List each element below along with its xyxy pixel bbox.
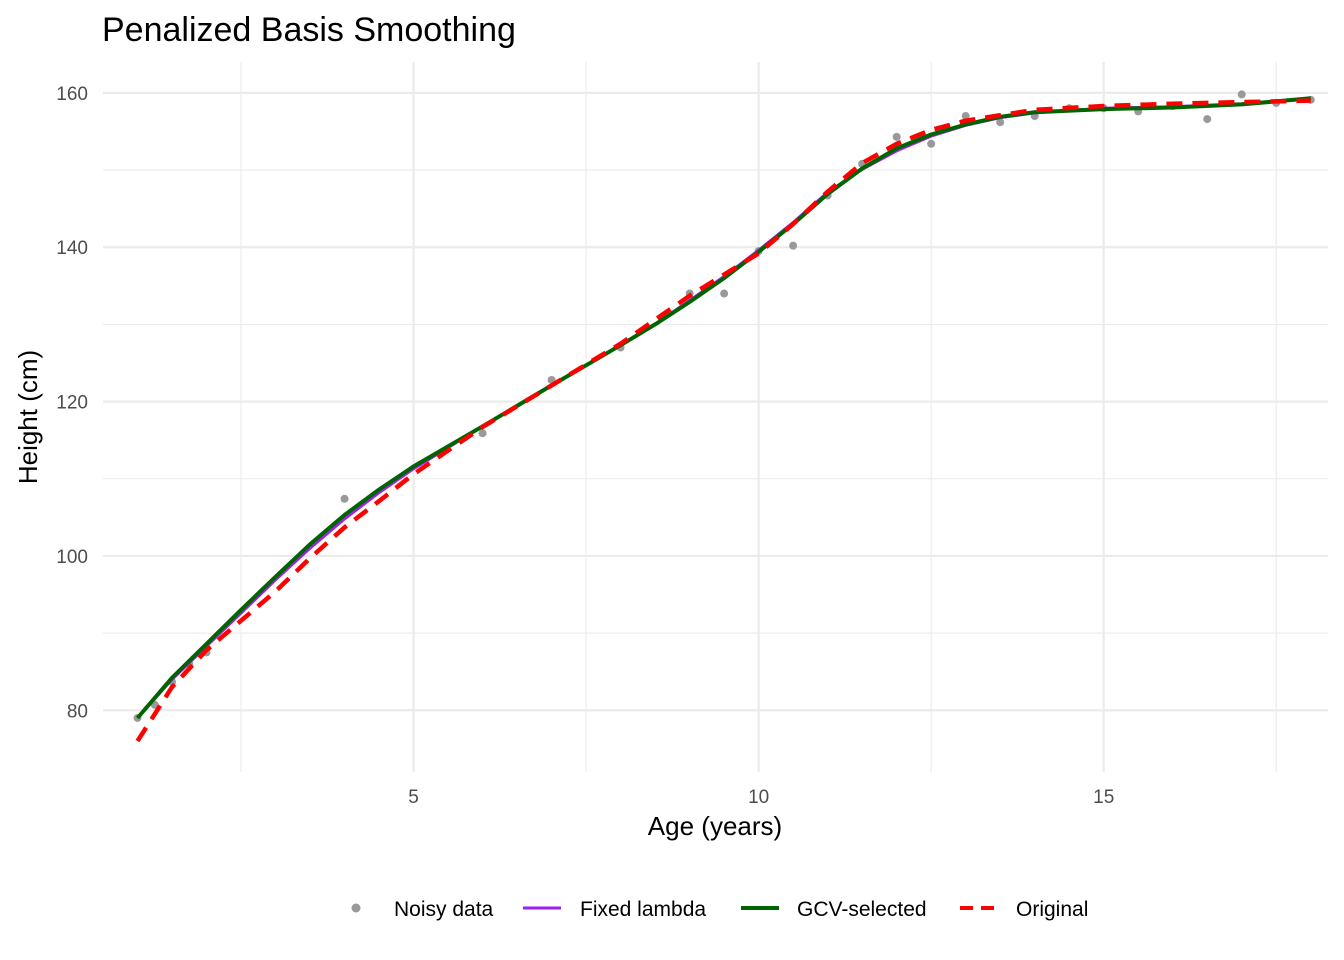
x-axis-title: Age (years)	[648, 811, 782, 841]
legend-key-noisy-data	[351, 903, 361, 913]
data-point	[1237, 90, 1246, 99]
y-tick-label: 80	[67, 701, 88, 722]
y-tick-label: 120	[56, 393, 88, 414]
axis-ticks: 80 100 120 140 160 5 10 15	[56, 84, 1114, 808]
legend-label-original: Original	[1016, 898, 1088, 921]
plot-area	[133, 90, 1315, 743]
legend-label-gcv-selected: GCV-selected	[797, 898, 927, 921]
data-point	[720, 289, 729, 298]
x-tick-label: 15	[1093, 787, 1114, 808]
data-point	[340, 494, 349, 503]
data-point	[1203, 115, 1212, 124]
x-tick-label: 5	[408, 787, 419, 808]
data-point	[789, 241, 798, 250]
series-line-fixed-lambda	[136, 97, 1311, 719]
data-point	[996, 118, 1005, 127]
x-tick-label: 10	[748, 787, 769, 808]
data-point	[478, 429, 487, 438]
series-line-gcv-selected	[135, 96, 1311, 720]
legend-label-noisy-data: Noisy data	[394, 898, 494, 921]
y-axis-title: Height (cm)	[13, 350, 43, 484]
data-point	[961, 112, 970, 121]
y-tick-label: 100	[56, 547, 88, 568]
grid	[103, 62, 1328, 772]
y-tick-label: 160	[56, 84, 88, 105]
data-point	[892, 132, 901, 141]
y-tick-label: 140	[56, 238, 88, 259]
legend: Noisy data Fixed lambda GCV-selected Ori…	[351, 898, 1088, 921]
data-point	[927, 139, 936, 148]
series-line-original	[135, 98, 1311, 743]
chart-title: Penalized Basis Smoothing	[102, 11, 516, 49]
legend-label-fixed-lambda: Fixed lambda	[580, 898, 706, 921]
